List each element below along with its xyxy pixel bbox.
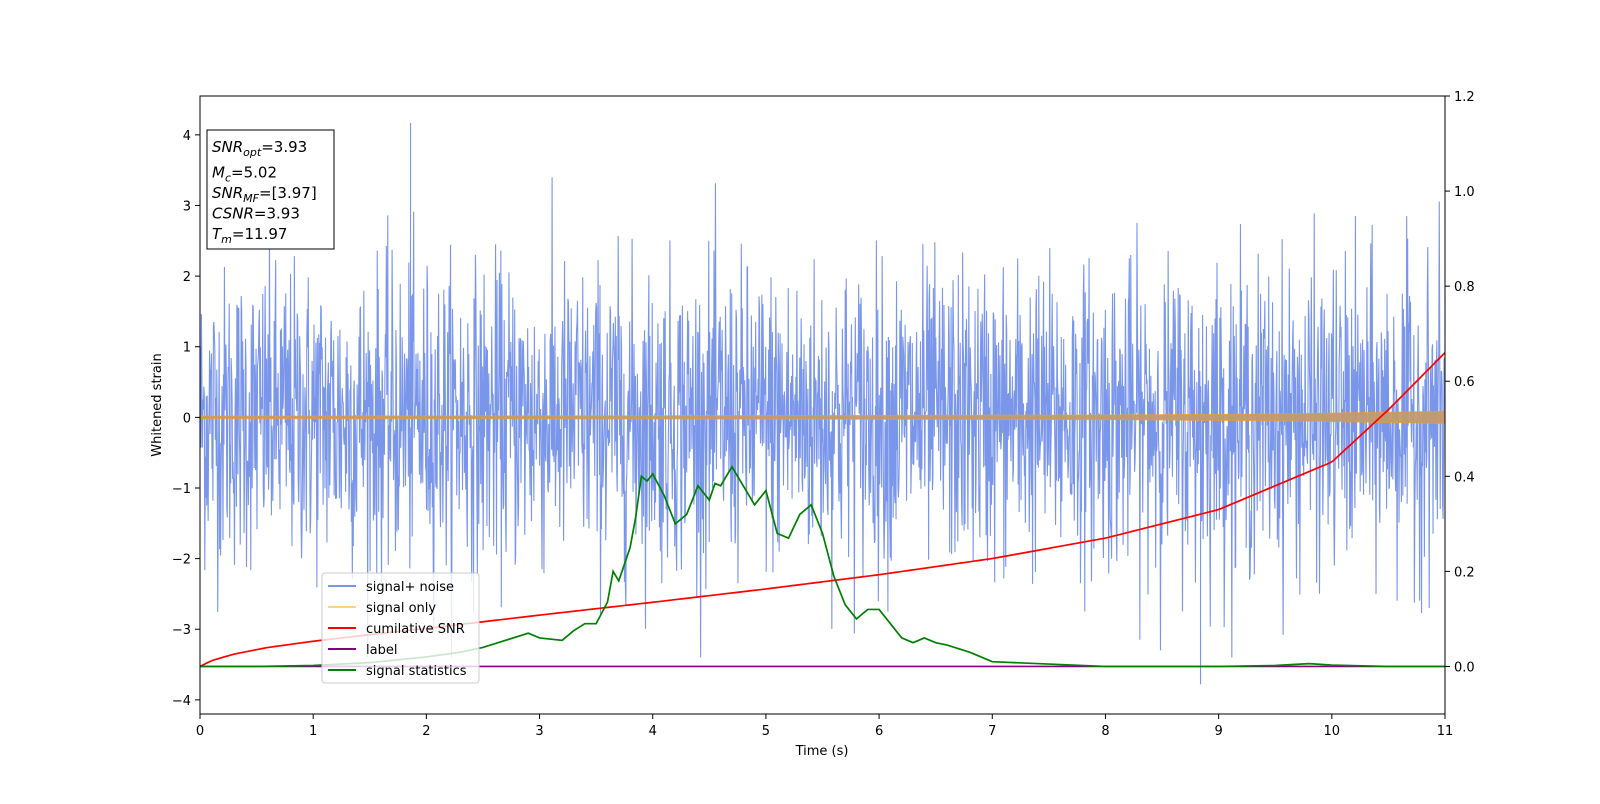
y-left-tick-label: 2 [183,270,191,285]
x-tick-label: 9 [1214,724,1222,739]
y-right-tick-label: 1.0 [1454,185,1475,200]
axes-frame [199,95,1446,715]
x-tick-label: 5 [762,724,770,739]
x-tick-label: 11 [1437,724,1454,739]
series-band-signal-only [200,410,1445,425]
y-left-tick-label: 0 [183,411,191,426]
info-box-line: SNRMF=[3.97] [212,184,317,205]
info-box-line: Mc=5.02 [212,164,277,185]
x-tick-label: 8 [1101,724,1109,739]
y-axis-left: −4 −3 −2 −1 0 1 2 3 4 [172,129,200,709]
legend: signal+ noise signal only cumilative SNR la… [321,572,480,684]
y-axis-label: Whitened strain [150,353,165,456]
series-line-signal-noise [200,122,1445,685]
y-right-tick-label: 1.2 [1454,90,1475,105]
legend-label-cumilative-snr: cumilative SNR [366,622,465,637]
legend-label-signal-statistics: signal statistics [366,664,467,679]
info-box-line: Tm=11.97 [212,225,287,246]
x-tick-label: 10 [1324,724,1341,739]
y-left-tick-label: −3 [172,623,191,638]
y-right-tick-label: 0.6 [1454,375,1475,390]
y-left-tick-label: −4 [172,694,191,709]
info-box-line: SNRopt=3.93 [212,138,307,159]
y-left-tick-label: −2 [172,553,191,568]
plot-area [200,122,1445,685]
x-axis: 0 1 2 3 4 5 6 7 8 9 10 11 [196,714,1453,739]
y-left-tick-label: −1 [172,482,191,497]
x-tick-label: 0 [196,724,204,739]
x-axis-label: Time (s) [795,744,849,759]
y-left-tick-label: 3 [183,199,191,214]
y-right-tick-label: 0.8 [1454,280,1475,295]
y-right-tick-label: 0.0 [1454,660,1475,675]
legend-label-signal-noise: signal+ noise [366,580,454,595]
info-box-line: CSNR=3.93 [212,205,300,223]
legend-label-signal-only: signal only [366,601,436,616]
y-left-tick-label: 1 [183,341,191,356]
x-tick-label: 4 [649,724,657,739]
y-right-tick-label: 0.4 [1454,470,1475,485]
legend-label-label: label [366,643,397,658]
x-tick-label: 6 [875,724,883,739]
y-right-tick-label: 0.2 [1454,565,1475,580]
series-line-signal-statistics [200,465,1445,668]
info-box-frame [206,129,335,250]
y-left-tick-label: 4 [183,129,191,144]
legend-frame [321,572,480,684]
x-tick-label: 2 [422,724,430,739]
y-axis-right: 0.0 0.2 0.4 0.6 0.8 1.0 1.2 [1445,90,1475,675]
x-tick-label: 3 [535,724,543,739]
x-tick-label: 7 [988,724,996,739]
x-tick-label: 1 [309,724,317,739]
